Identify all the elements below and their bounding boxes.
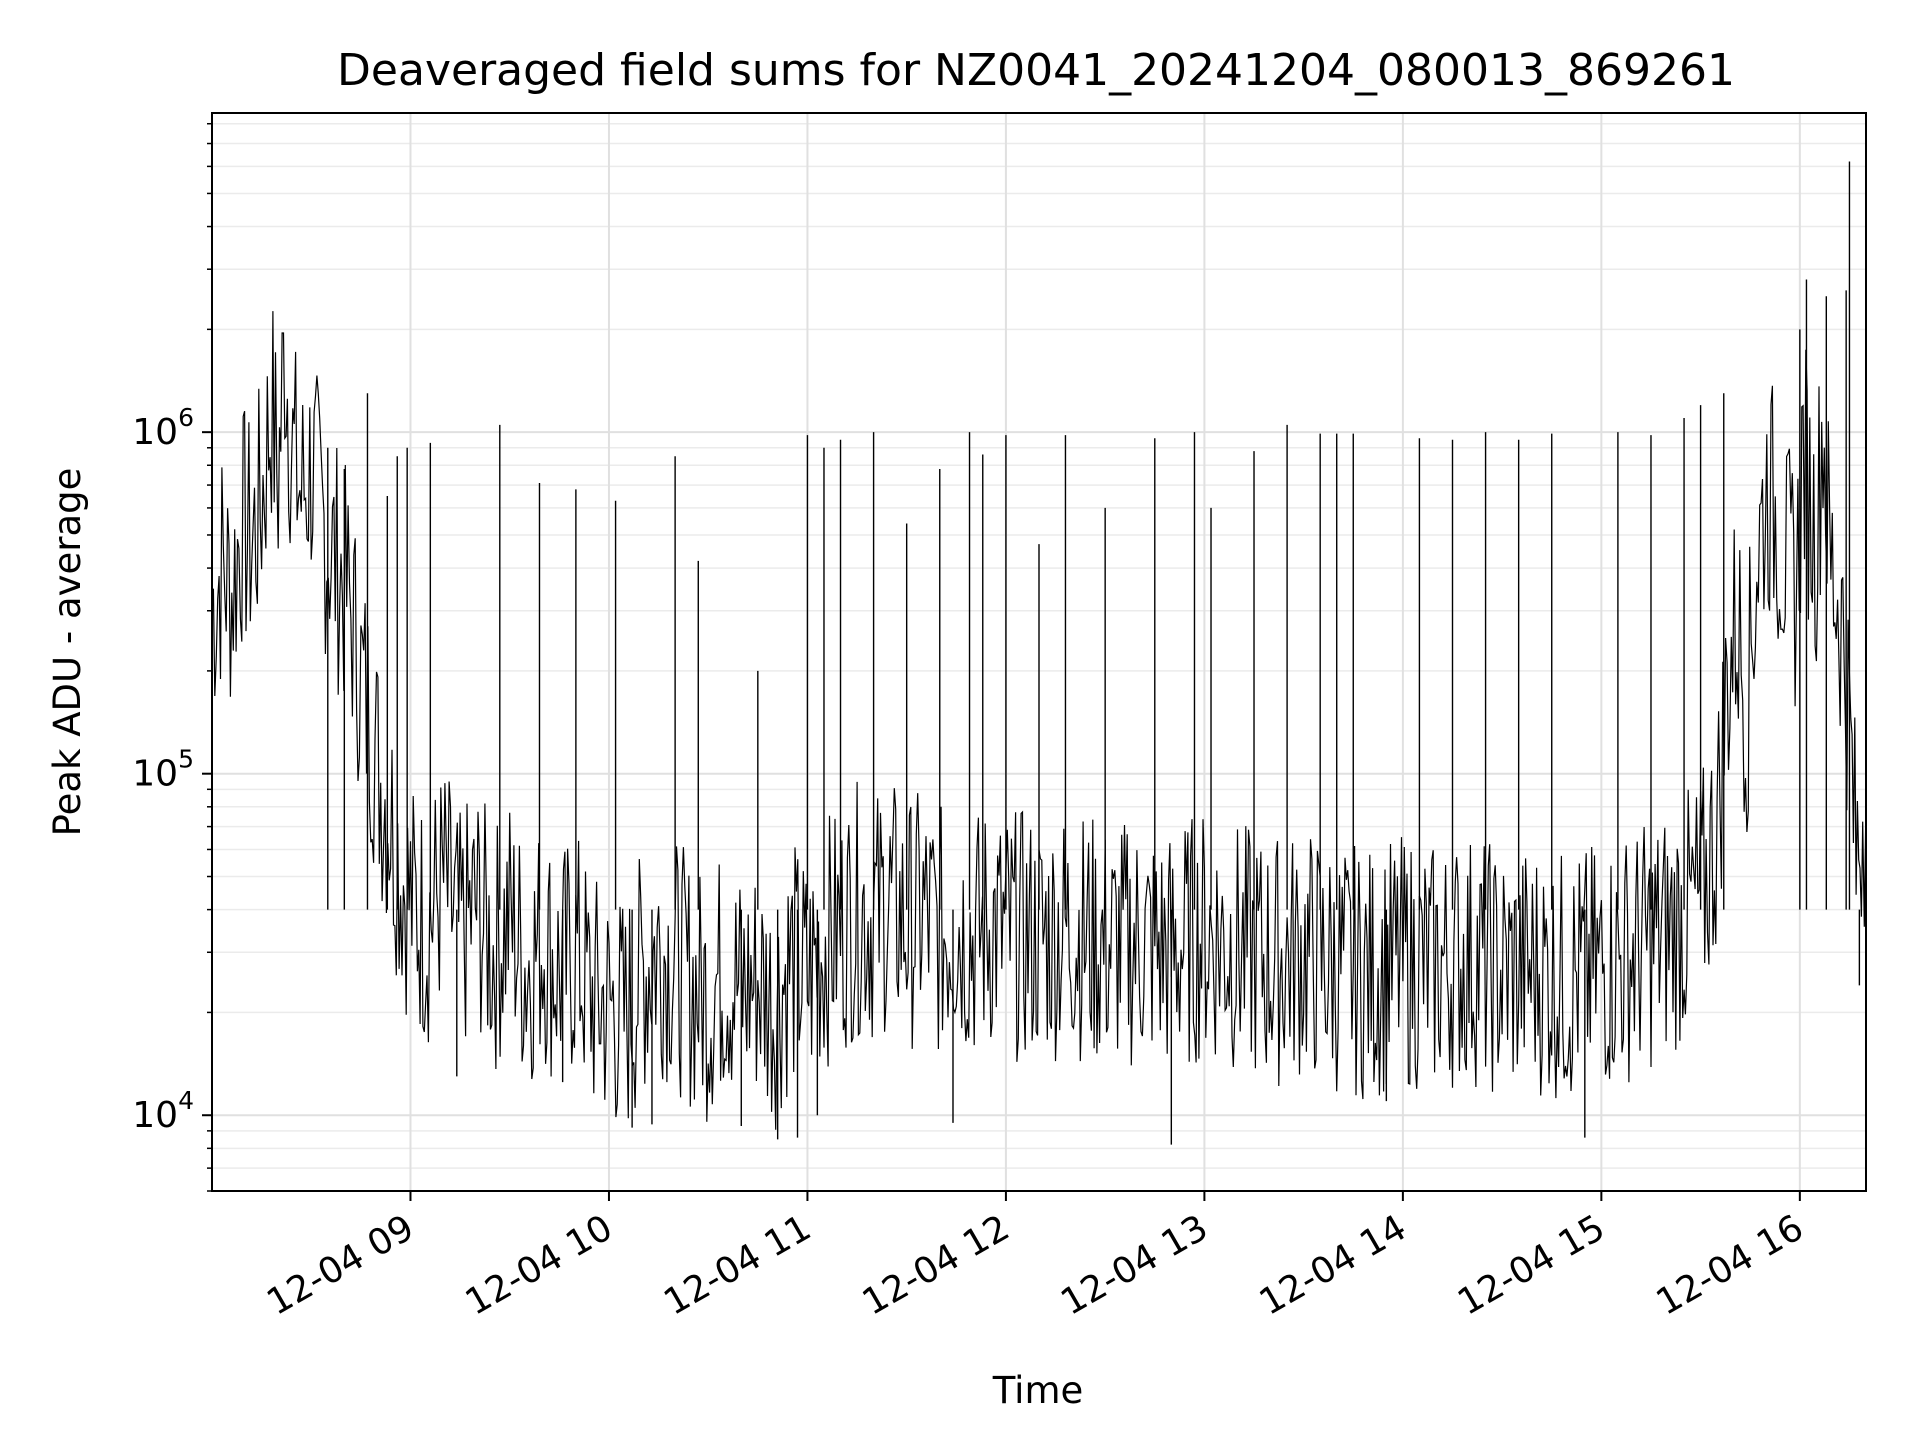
x-axis-label: Time (992, 1369, 1084, 1412)
series-line (211, 311, 1867, 1130)
plot-frame (211, 112, 1867, 1192)
y-tick-label: 106 (132, 403, 194, 453)
y-tick-label: 105 (132, 745, 194, 795)
y-axis-label: Peak ADU - average (46, 468, 89, 837)
y-tick-label: 104 (132, 1086, 194, 1136)
y-axis: 104 105 106 (132, 122, 212, 1192)
plot-area (211, 161, 1867, 1145)
chart-title: Deaveraged field sums for NZ0041_2024120… (337, 45, 1735, 96)
